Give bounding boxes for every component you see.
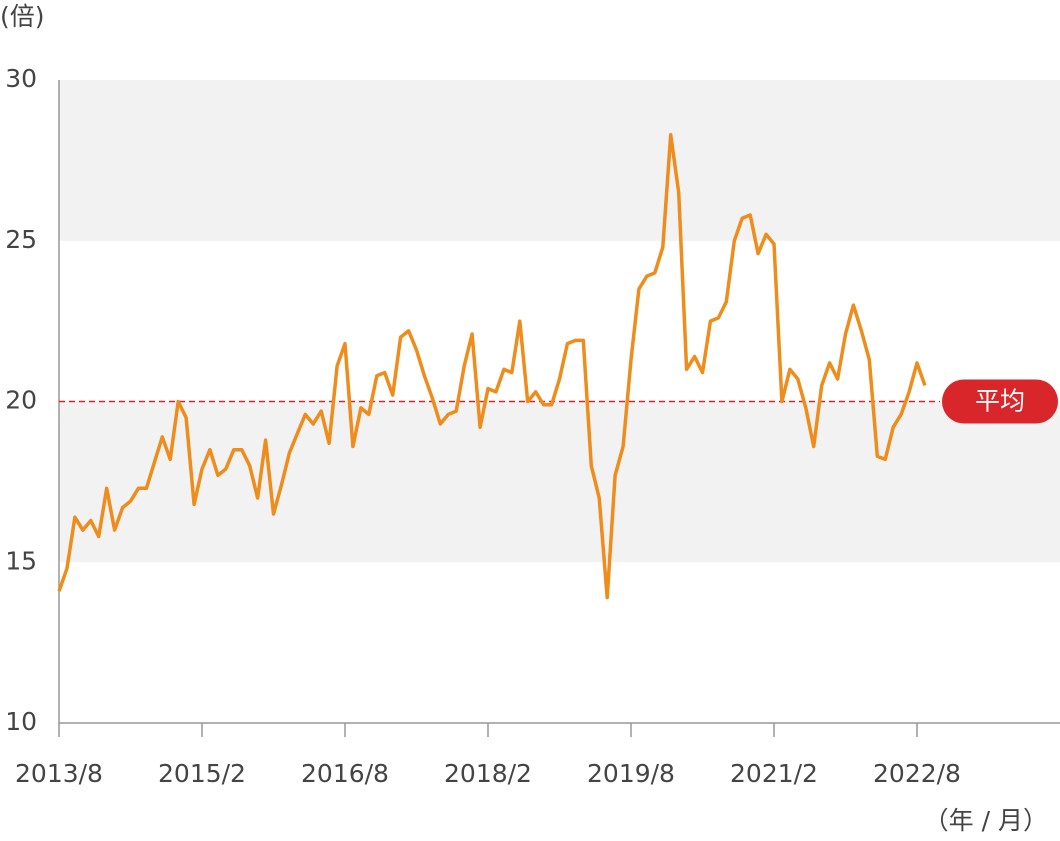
average-badge <box>942 379 1058 424</box>
x-tick-label: 2016/8 <box>301 759 389 788</box>
y-tick-label: 30 <box>5 64 37 93</box>
y-tick-label: 10 <box>5 707 37 736</box>
x-axis-label: （年 / 月） <box>924 806 1048 835</box>
grid-band <box>59 80 1060 241</box>
y-axis-label: (倍) <box>0 2 45 31</box>
data-line <box>57 132 927 600</box>
x-tick-label: 2015/2 <box>158 759 246 788</box>
x-tick-label: 2013/8 <box>15 759 103 788</box>
y-tick-label: 25 <box>5 225 37 254</box>
grid-band <box>59 401 1060 563</box>
y-tick-label: 20 <box>5 386 37 415</box>
x-tick-label: 2021/2 <box>730 759 818 788</box>
x-tick-label: 2018/2 <box>444 759 532 788</box>
average-label: 平均 <box>975 387 1025 416</box>
x-tick-label: 2019/8 <box>587 759 675 788</box>
x-tick-label: 2022/8 <box>873 759 961 788</box>
y-tick-label: 15 <box>5 546 37 575</box>
